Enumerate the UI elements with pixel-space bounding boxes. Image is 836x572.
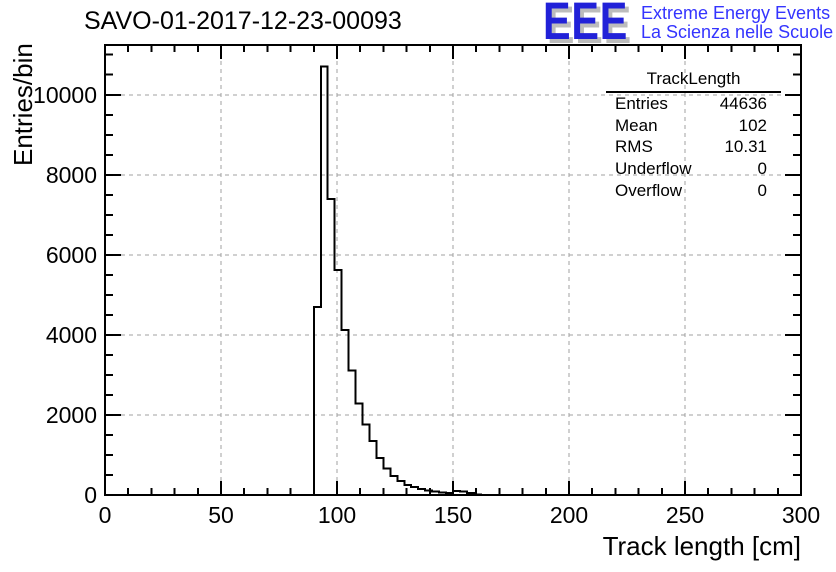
stats-row-rms: RMS 10.31 xyxy=(606,136,781,158)
stats-value: 44636 xyxy=(719,94,767,113)
y-tick-label: 10000 xyxy=(33,82,97,108)
stats-label: Overflow xyxy=(615,180,683,200)
stats-row-underflow: Underflow 0 xyxy=(606,158,781,180)
plot-title: SAVO-01-2017-12-23-00093 xyxy=(84,7,402,35)
y-axis-title: Entries/bin xyxy=(8,43,38,166)
stats-label: Mean xyxy=(615,115,658,135)
stats-value: 0 xyxy=(757,159,767,179)
stats-label: Underflow xyxy=(615,159,692,179)
eee-logo-acronym: EEE xyxy=(543,0,629,51)
histogram-outline xyxy=(105,65,801,496)
stats-label: RMS xyxy=(615,137,653,157)
stats-value: 10.31 xyxy=(724,137,767,157)
stats-label: Entries xyxy=(615,94,668,113)
stats-row-mean: Mean 102 xyxy=(606,115,781,137)
stats-value: 0 xyxy=(757,180,767,200)
x-tick-label: 0 xyxy=(99,502,112,528)
logo-line2: La Scienza nelle Scuole xyxy=(641,21,834,42)
x-tick-label: 50 xyxy=(208,502,234,528)
x-tick-label: 100 xyxy=(318,502,356,528)
x-tick-label: 200 xyxy=(550,502,588,528)
stats-row-entries: Entries 44636 xyxy=(606,93,781,115)
y-tick-label: 8000 xyxy=(46,162,97,188)
x-tick-label: 150 xyxy=(434,502,472,528)
stats-row-overflow: Overflow 0 xyxy=(606,180,781,202)
logo-line1: Extreme Energy Events xyxy=(641,3,831,23)
x-tick-label: 250 xyxy=(666,502,704,528)
stats-box-title: TrackLength xyxy=(606,70,781,93)
y-tick-label: 6000 xyxy=(46,242,97,268)
x-tick-label: 300 xyxy=(782,502,820,528)
y-tick-label: 4000 xyxy=(46,322,97,348)
x-axis-title: Track length [cm] xyxy=(602,531,801,561)
stats-box: TrackLength Entries 44636 Mean 102 RMS 1… xyxy=(606,70,781,202)
eee-logo-text: Extreme Energy Events La Scienza nelle S… xyxy=(641,4,833,41)
stats-value: 102 xyxy=(738,115,767,135)
y-tick-label: 2000 xyxy=(46,402,97,428)
y-tick-label: 0 xyxy=(84,482,97,508)
